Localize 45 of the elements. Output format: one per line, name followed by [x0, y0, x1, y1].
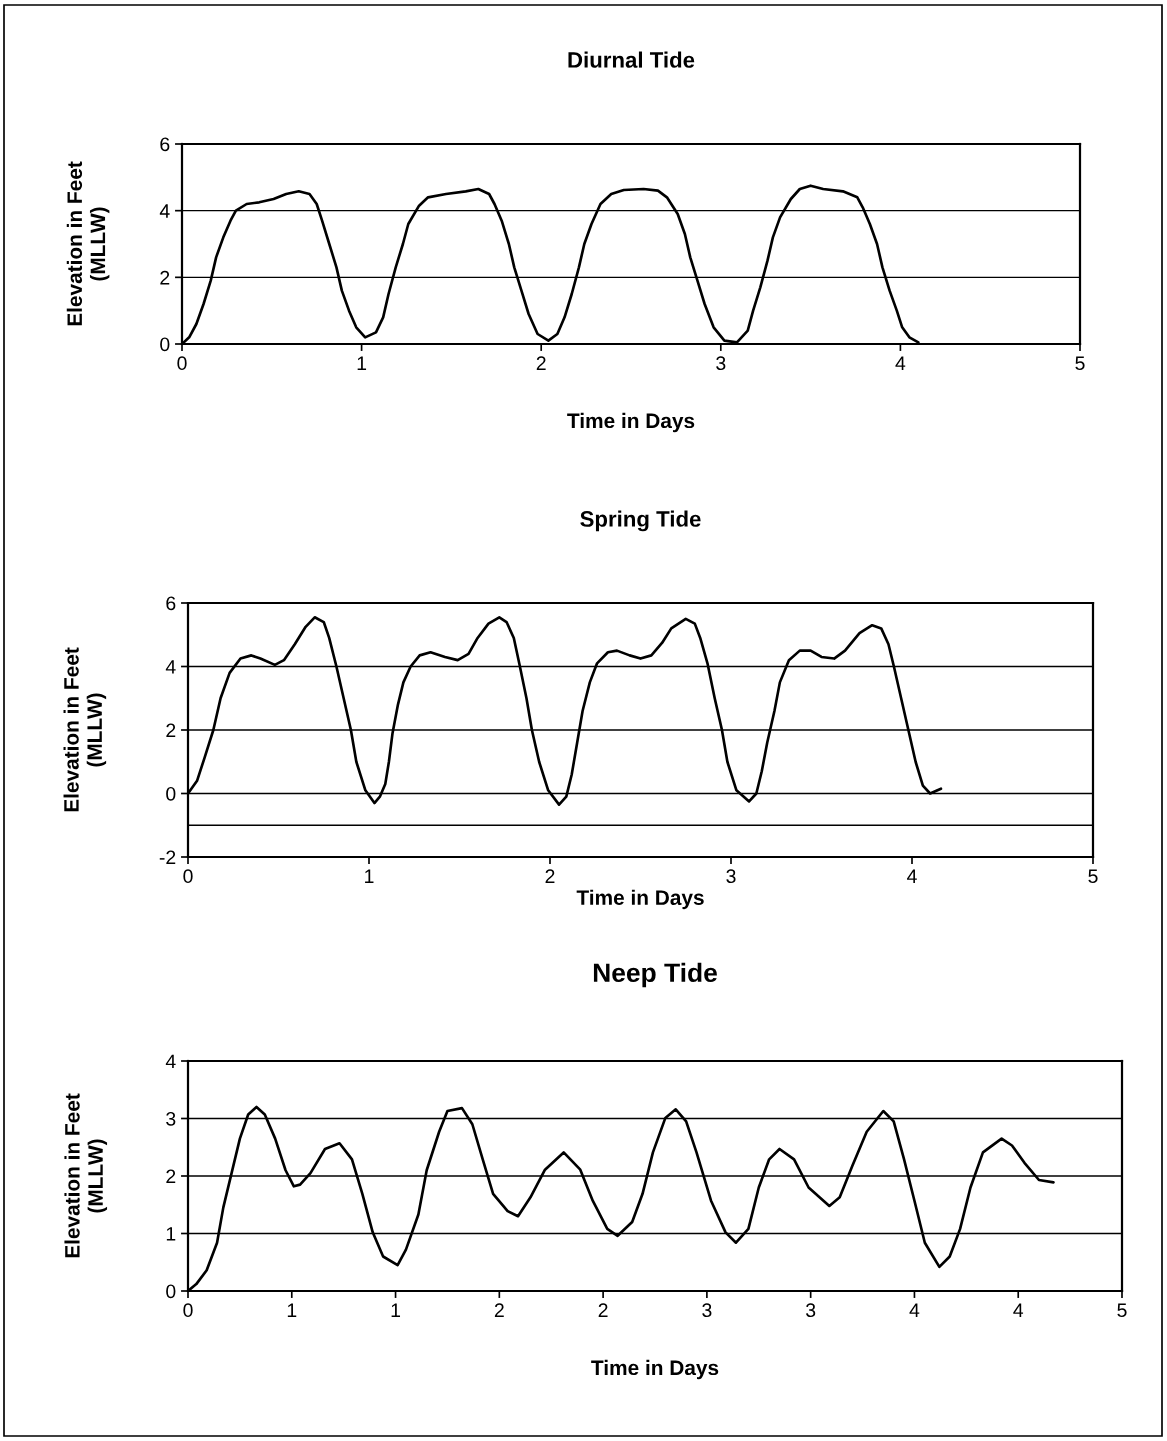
x-tick-label: 1: [357, 356, 367, 370]
y-tick-label: -2: [159, 850, 176, 865]
y-tick-label: 6: [166, 596, 176, 611]
x-tick-label: 0: [177, 356, 187, 371]
x-tick-label: 3: [716, 356, 726, 371]
x-tick-label: 5: [1117, 1303, 1127, 1318]
y-tick-label: 0: [166, 786, 176, 801]
x-tick-label: 3: [726, 869, 736, 884]
x-tick-label: 4: [1013, 1303, 1024, 1317]
x-tick-label: 3: [806, 1303, 816, 1318]
x-tick-label: 1: [365, 869, 374, 883]
x-tick-label: 4: [909, 1303, 920, 1317]
x-axis-title: Time in Days: [576, 889, 704, 910]
x-tick-label: 4: [907, 869, 917, 883]
x-tick-label: 1: [391, 1303, 401, 1317]
y-tick-label: 2: [160, 270, 170, 285]
y-axis-title: Elevation in Feet (MLLW): [64, 1093, 108, 1258]
y-tick-label: 0: [166, 1284, 176, 1299]
chart-title: Neep Tide: [593, 962, 717, 988]
x-tick-label: 2: [598, 1303, 608, 1317]
x-tick-label: 5: [1088, 869, 1098, 884]
x-tick-label: 3: [702, 1303, 712, 1318]
x-tick-label: 0: [183, 869, 193, 884]
y-tick-label: 3: [166, 1111, 176, 1126]
y-tick-label: 4: [165, 1054, 176, 1069]
x-tick-label: 2: [536, 356, 546, 370]
y-tick-label: 6: [160, 137, 170, 152]
y-tick-label: 0: [160, 337, 170, 352]
y-axis-title: Elevation in Feet (MLLW): [66, 161, 110, 326]
y-axis-title: Elevation in Feet (MLLW): [63, 647, 107, 812]
x-tick-label: 4: [895, 356, 906, 370]
y-tick-label: 4: [159, 204, 170, 218]
chart-title: Spring Tide: [580, 510, 701, 532]
x-tick-label: 1: [287, 1303, 297, 1317]
x-tick-label: 2: [494, 1303, 504, 1317]
y-tick-label: 1: [166, 1227, 176, 1241]
y-tick-label: 2: [166, 1169, 176, 1184]
y-tick-label: 4: [165, 660, 176, 674]
x-tick-label: 5: [1075, 356, 1085, 371]
x-axis-title: Time in Days: [567, 412, 695, 433]
x-tick-label: 0: [183, 1303, 193, 1318]
x-axis-title: Time in Days: [591, 1359, 719, 1380]
y-tick-label: 2: [166, 723, 176, 738]
x-tick-label: 2: [545, 869, 555, 883]
chart-title: Diurnal Tide: [568, 51, 695, 68]
